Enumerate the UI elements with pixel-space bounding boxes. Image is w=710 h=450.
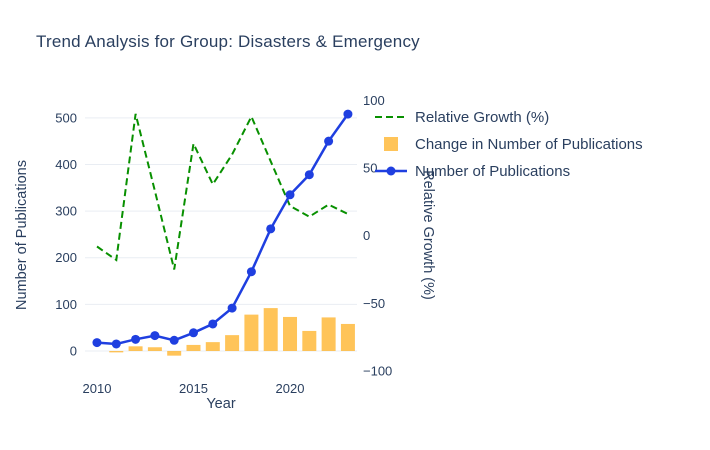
right-tick-label: 50 [363,161,377,176]
publications-marker [343,109,353,119]
change-bar [147,347,162,351]
right-tick-label: −100 [363,363,392,378]
change-bar [302,330,317,351]
right-tick-label: 0 [363,228,370,243]
right-tick-label: −50 [363,296,385,311]
x-tick-label: 2020 [276,381,305,396]
change-bar [283,316,298,351]
publications-line [96,113,349,346]
left-tick-label: 300 [55,204,77,219]
change-bar [321,317,336,351]
right-tick-label: 100 [363,93,385,108]
left-tick-label: 200 [55,250,77,265]
publications-marker [131,334,141,344]
change-bar [167,350,182,356]
publications-marker [188,328,198,338]
y-axis-title-right: Relative Growth (%) [420,170,436,300]
legend-label: Relative Growth (%) [415,109,549,126]
publications-marker [208,319,218,329]
legend-label: Number of Publications [415,163,570,180]
publications-marker [227,303,237,313]
change-bar [186,344,201,351]
legend-item-change-publications[interactable]: Change in Number of Publications [384,136,643,153]
publications-marker [246,267,256,277]
publications-marker [324,136,334,146]
legend-item-number-publications[interactable]: Number of Publications [375,163,570,180]
publications-marker [169,335,179,345]
change-bar [205,342,220,351]
y-axis-title-left: Number of Publications [14,160,30,310]
publications-marker [304,170,314,180]
relative-growth-line [96,113,349,270]
left-tick-label: 100 [55,297,77,312]
left-tick-label: 500 [55,110,77,125]
left-tick-label: 400 [55,157,77,172]
x-tick-label: 2015 [179,381,208,396]
change-bar [340,323,355,351]
publications-marker [150,331,160,341]
change-bar [128,346,143,351]
change-bar [109,350,124,353]
legend-label: Change in Number of Publications [415,136,643,153]
x-tick-label: 2010 [83,381,112,396]
publications-marker [92,338,102,348]
legend-marker-icon [386,166,396,176]
publications-marker [111,339,121,349]
publications-marker [266,224,276,234]
change-bar [263,308,278,351]
left-tick-label: 0 [70,343,77,358]
legend-bar-icon [384,137,398,151]
chart-title: Trend Analysis for Group: Disasters & Em… [36,32,420,51]
legend-item-relative-growth[interactable]: Relative Growth (%) [375,109,549,126]
change-bar [225,335,240,351]
publications-marker [285,190,295,200]
x-axis-title: Year [206,396,235,412]
change-bar [244,314,259,351]
